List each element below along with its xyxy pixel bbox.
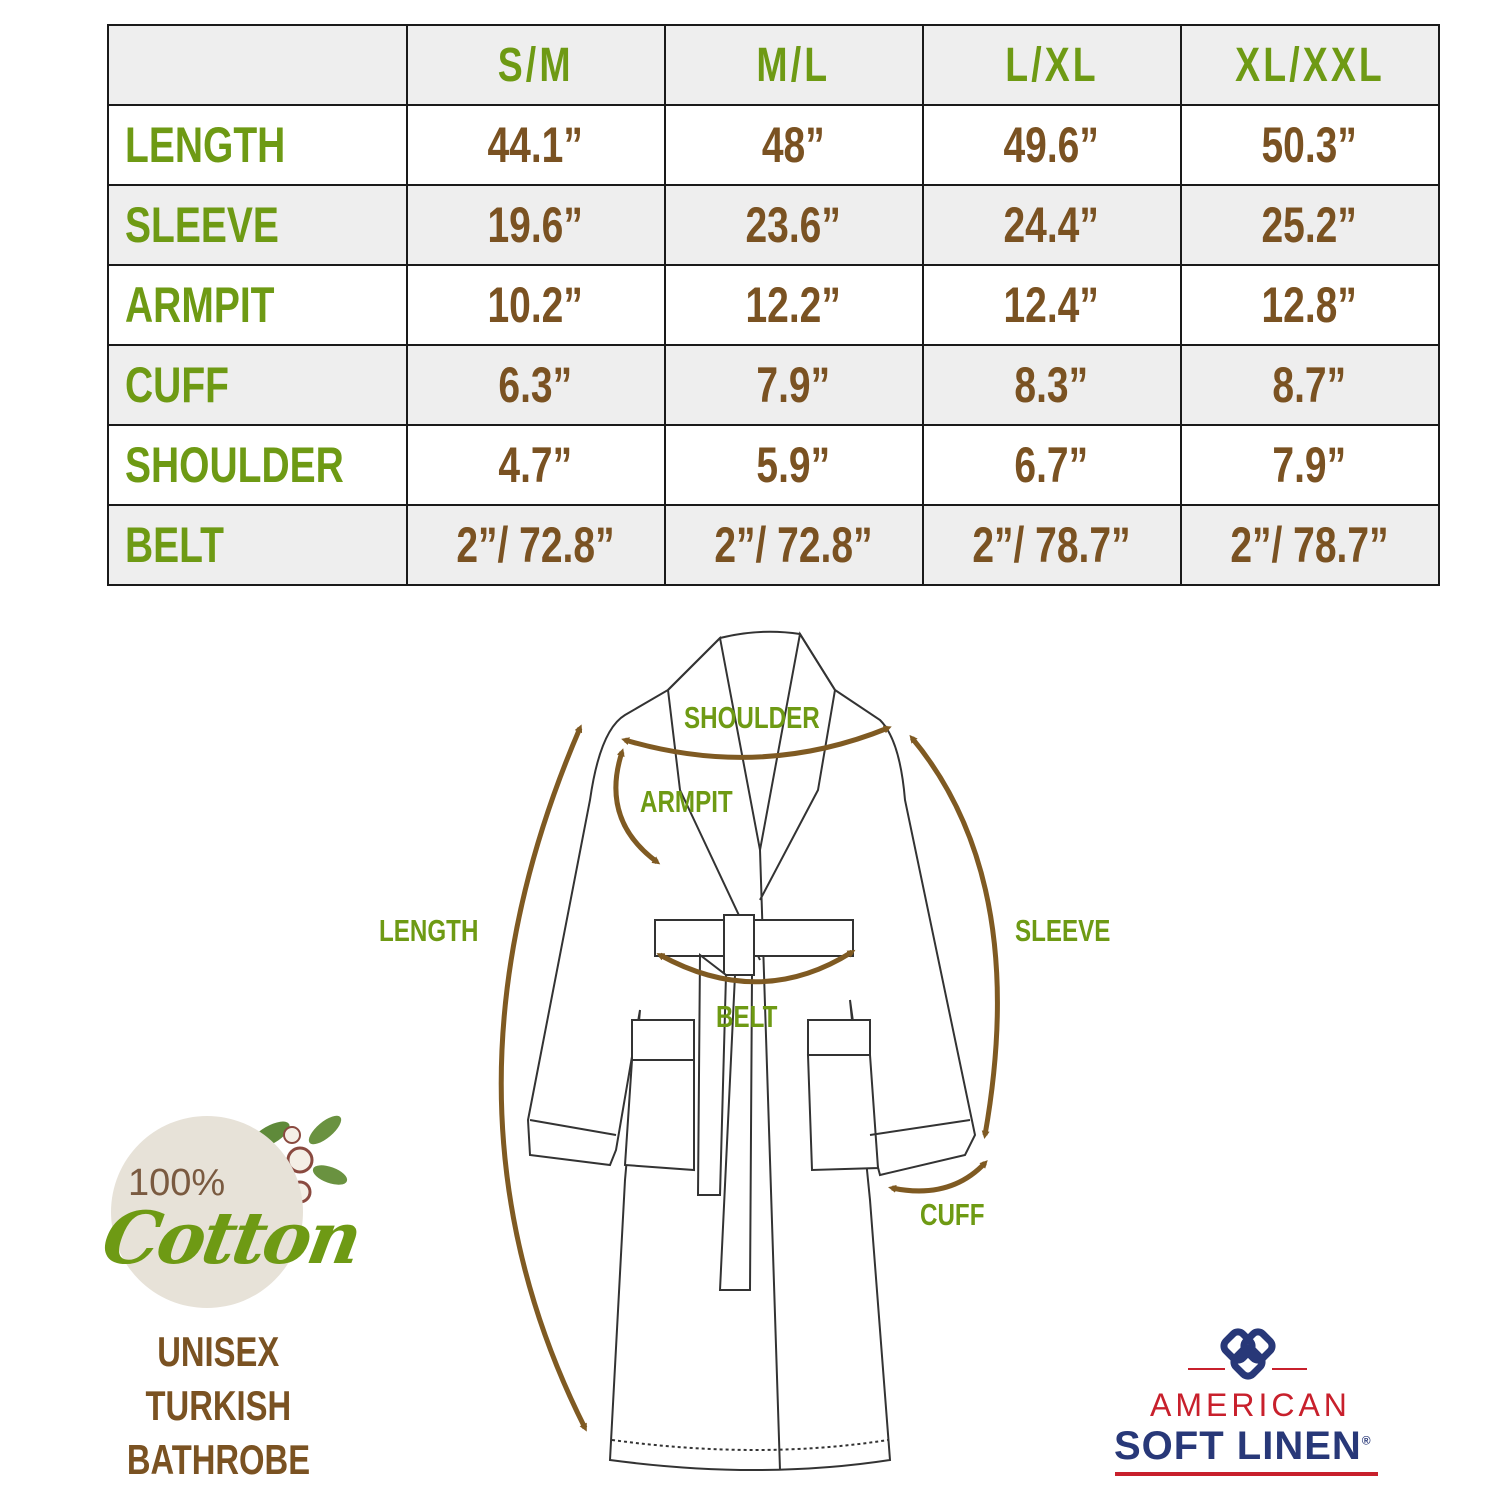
table-cell: 2”/ 72.8” — [405, 504, 666, 586]
product-line-1: UNISEX — [157, 1328, 279, 1375]
shoulder-label: SHOULDER — [684, 700, 820, 735]
table-cell: 48” — [663, 104, 924, 186]
cotton-badge — [111, 1116, 303, 1308]
size-chart-table: S/M M/L L/XL XL/XXL LENGTH 44.1” 48” 49.… — [107, 24, 1440, 586]
row-label: SLEEVE — [107, 184, 408, 266]
table-cell: 50.3” — [1179, 104, 1440, 186]
belt-label: BELT — [716, 999, 778, 1034]
brand-name-line2: SOFT LINEN® — [1114, 1424, 1372, 1468]
table-cell: 44.1” — [405, 104, 666, 186]
row-label: LENGTH — [107, 104, 408, 186]
header-lxl: L/XL — [921, 24, 1182, 106]
product-line-2: TURKISH — [145, 1382, 291, 1429]
table-cell: 23.6” — [663, 184, 924, 266]
table-row: BELT 2”/ 72.8” 2”/ 72.8” 2”/ 78.7” 2”/ 7… — [107, 504, 1440, 586]
table-cell: 49.6” — [921, 104, 1182, 186]
sleeve-label: SLEEVE — [1015, 913, 1111, 948]
measurement-arrows — [498, 724, 1000, 1432]
table-cell: 4.7” — [405, 424, 666, 506]
table-cell: 2”/ 78.7” — [1179, 504, 1440, 586]
table-cell: 7.9” — [663, 344, 924, 426]
table-cell: 24.4” — [921, 184, 1182, 266]
cotton-percent: 100% — [128, 1162, 226, 1204]
product-line-3: BATHROBE — [126, 1436, 310, 1483]
header-row: S/M M/L L/XL XL/XXL — [107, 24, 1440, 106]
table-cell: 2”/ 72.8” — [663, 504, 924, 586]
table-cell: 12.8” — [1179, 264, 1440, 346]
cotton-label: Cotton — [96, 1195, 366, 1280]
table-cell: 2”/ 78.7” — [921, 504, 1182, 586]
table-cell: 12.2” — [663, 264, 924, 346]
length-label: LENGTH — [379, 913, 479, 948]
armpit-label: ARMPIT — [640, 784, 733, 819]
table-row: LENGTH 44.1” 48” 49.6” 50.3” — [107, 104, 1440, 186]
table-cell: 19.6” — [405, 184, 666, 266]
header-empty — [107, 24, 408, 106]
table-cell: 6.7” — [921, 424, 1182, 506]
header-ml: M/L — [663, 24, 924, 106]
cuff-arrow — [888, 1160, 988, 1194]
table-row: SHOULDER 4.7” 5.9” 6.7” 7.9” — [107, 424, 1440, 506]
table-cell: 25.2” — [1179, 184, 1440, 266]
table-cell: 8.7” — [1179, 344, 1440, 426]
header-sm: S/M — [405, 24, 666, 106]
table-row: ARMPIT 10.2” 12.2” 12.4” 12.8” — [107, 264, 1440, 346]
table-cell: 10.2” — [405, 264, 666, 346]
row-label: SHOULDER — [107, 424, 408, 506]
length-arrow — [498, 724, 588, 1432]
row-label: ARMPIT — [107, 264, 408, 346]
row-label: BELT — [107, 504, 408, 586]
table-cell: 7.9” — [1179, 424, 1440, 506]
table-cell: 12.4” — [921, 264, 1182, 346]
cuff-label: CUFF — [920, 1197, 985, 1232]
table-cell: 5.9” — [663, 424, 924, 506]
table-row: CUFF 6.3” 7.9” 8.3” 8.7” — [107, 344, 1440, 426]
header-xlxxl: XL/XXL — [1179, 24, 1440, 106]
row-label: CUFF — [107, 344, 408, 426]
armpit-arrow — [613, 748, 661, 865]
brand-name-line1: AMERICAN — [1150, 1387, 1351, 1423]
table-cell: 6.3” — [405, 344, 666, 426]
table-cell: 8.3” — [921, 344, 1182, 426]
brand-logo-icon — [1115, 1328, 1378, 1476]
table-row: SLEEVE 19.6” 23.6” 24.4” 25.2” — [107, 184, 1440, 266]
sleeve-arrow — [909, 734, 1000, 1139]
belt-arrow — [656, 949, 856, 985]
